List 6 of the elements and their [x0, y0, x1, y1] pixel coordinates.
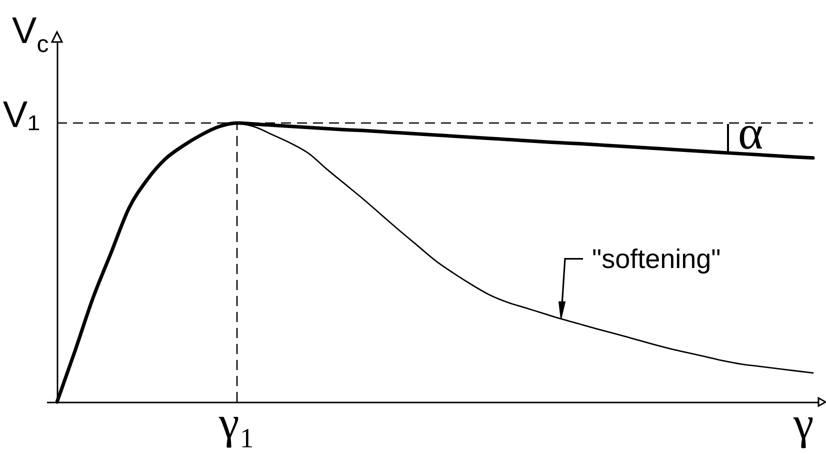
y-axis-title: V$_{c}$ [12, 10, 49, 58]
annotation: α [738, 106, 764, 160]
ref-line-label: V₁ [2, 94, 40, 135]
x-axis-title: γ [792, 398, 814, 448]
annotation: γ₁ [218, 397, 256, 448]
annotation: "softening" [592, 244, 721, 274]
